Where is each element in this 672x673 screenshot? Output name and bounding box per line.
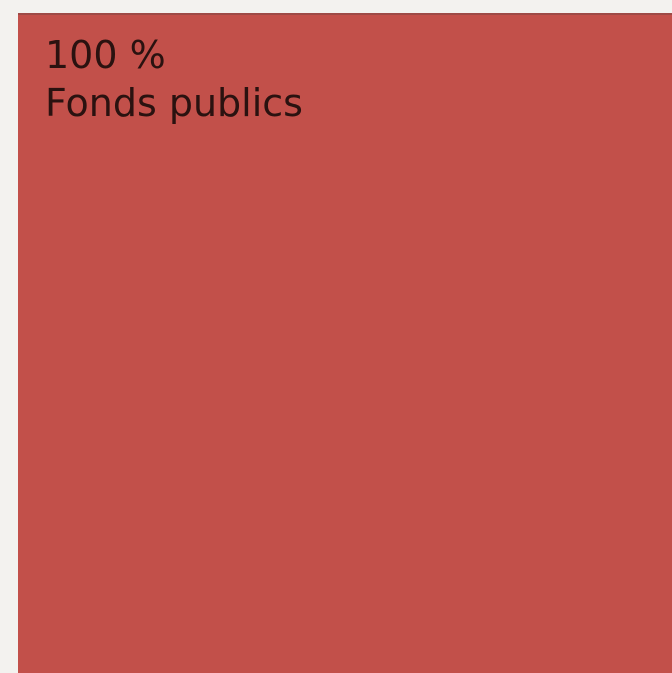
plot-area: 100 % Fonds publics <box>18 13 672 673</box>
treemap-tile: 100 % Fonds publics <box>18 13 672 673</box>
tile-value-label: 100 % <box>45 33 166 77</box>
tile-category-label: Fonds publics <box>45 81 303 125</box>
tile-label: 100 % Fonds publics <box>45 31 303 127</box>
